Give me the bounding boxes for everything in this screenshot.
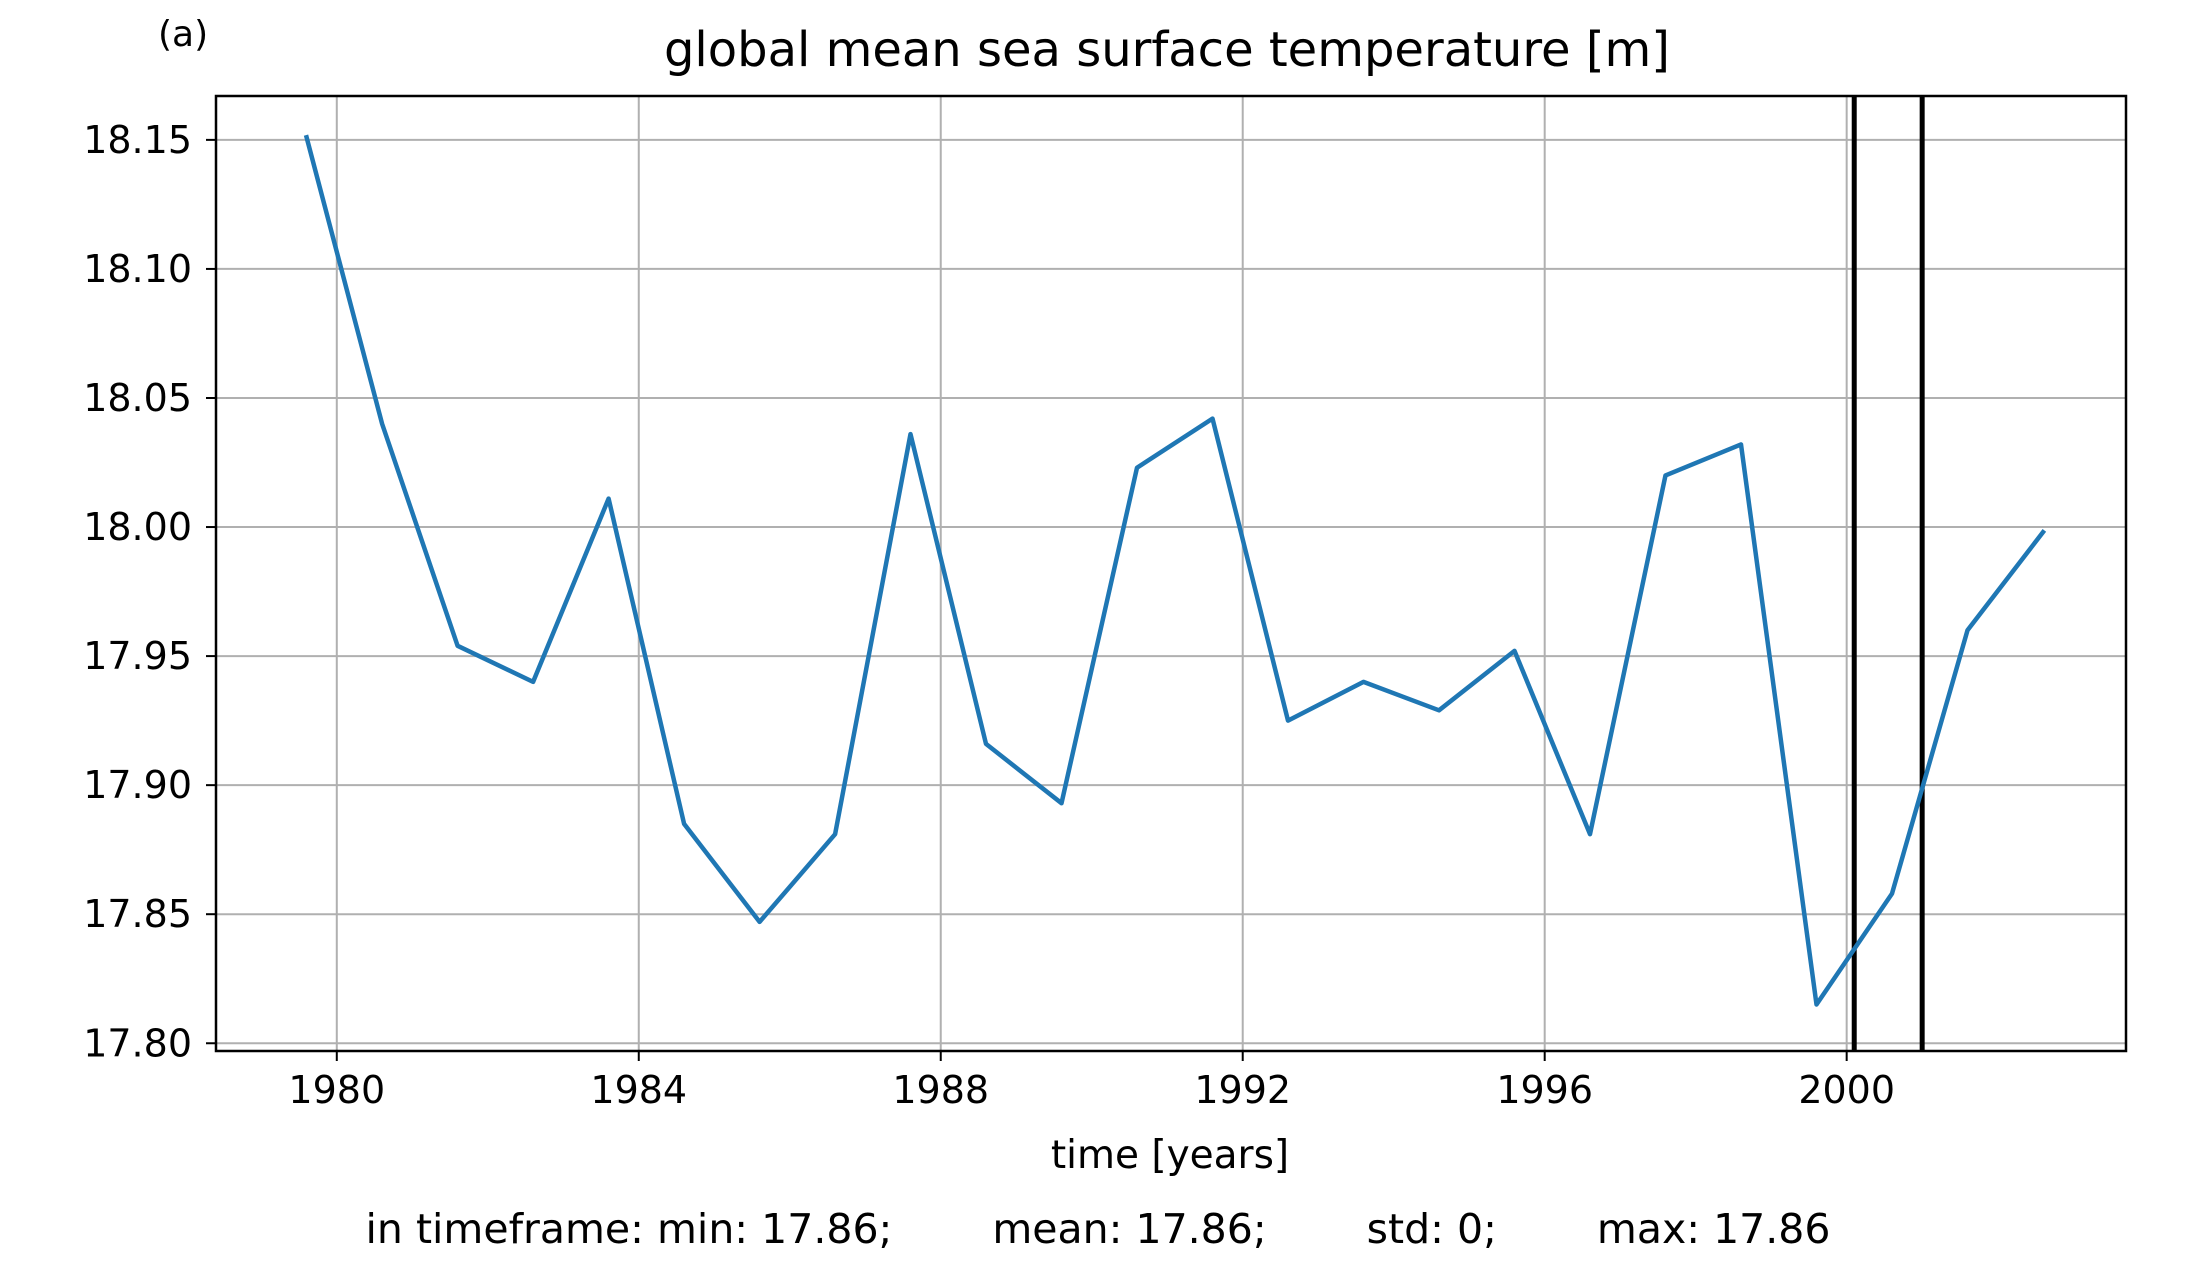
y-tick-label: 18.10 bbox=[83, 247, 192, 291]
reference-lines bbox=[1851, 96, 1925, 1051]
stat-std: std: 0; bbox=[1366, 1205, 1497, 1253]
stat-min: in timeframe: min: 17.86; bbox=[365, 1205, 893, 1253]
y-tick-label: 17.90 bbox=[83, 763, 192, 807]
x-tick-label: 1984 bbox=[590, 1068, 687, 1112]
panel-label: (a) bbox=[158, 14, 208, 55]
y-tick-label: 18.00 bbox=[83, 505, 192, 549]
timeframe-stats: in timeframe: min: 17.86; mean: 17.86; std… bbox=[0, 1205, 2196, 1253]
grid-lines bbox=[216, 96, 2126, 1051]
x-tick-label: 2000 bbox=[1798, 1068, 1895, 1112]
x-tick-label: 1988 bbox=[892, 1068, 989, 1112]
y-tick-label: 17.80 bbox=[83, 1021, 192, 1065]
x-tick-label: 1996 bbox=[1496, 1068, 1593, 1112]
data-series bbox=[303, 134, 2047, 1007]
x-tick-label: 1980 bbox=[288, 1068, 385, 1112]
x-axis-label: time [years] bbox=[1051, 1133, 1289, 1178]
y-tick-label: 18.15 bbox=[83, 118, 192, 162]
plot-frame bbox=[214, 94, 2128, 1053]
series-line bbox=[303, 134, 2047, 1007]
stat-max: max: 17.86 bbox=[1596, 1205, 1831, 1253]
stat-mean: mean: 17.86; bbox=[992, 1205, 1267, 1253]
chart-title: global mean sea surface temperature [m] bbox=[664, 22, 1670, 78]
x-tick-label: 1992 bbox=[1194, 1068, 1291, 1112]
y-tick-label: 17.85 bbox=[83, 892, 192, 936]
y-axis-ticks: 17.80 17.85 17.90 17.95 18.00 18.05 18.10 18.15 bbox=[83, 118, 216, 1065]
y-tick-label: 18.05 bbox=[83, 376, 192, 420]
x-axis-ticks: 1980 1984 1988 1992 1996 2000 bbox=[288, 1051, 1895, 1112]
y-tick-label: 17.95 bbox=[83, 634, 192, 678]
